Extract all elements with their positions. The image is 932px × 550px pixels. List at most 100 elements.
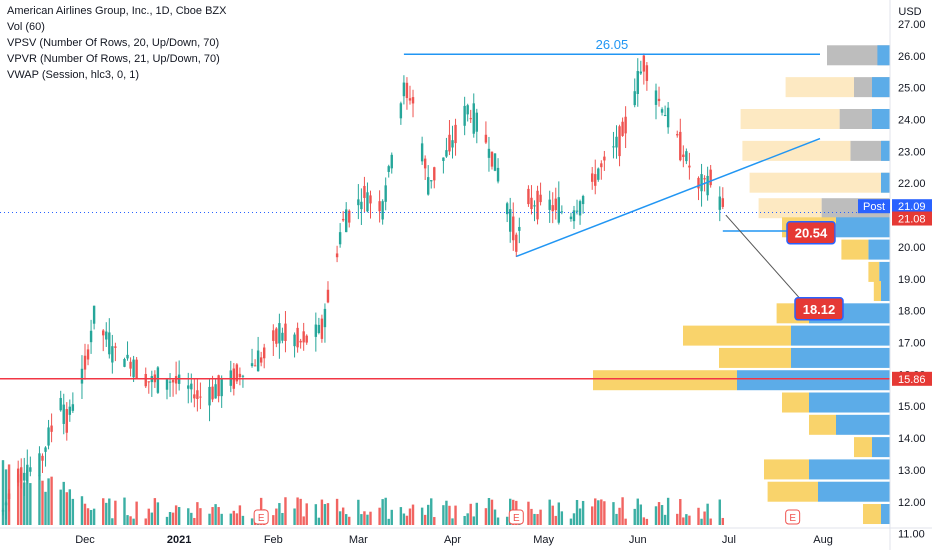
volume-bar-12 <box>50 476 53 525</box>
candle-body-18 <box>80 368 84 384</box>
projection-arrow <box>725 214 809 308</box>
y-tick-label-9: 18.00 <box>898 306 926 318</box>
price-badge-value-2: 15.86 <box>898 374 926 386</box>
candle-body-131 <box>557 197 561 223</box>
candle-body-33 <box>144 373 147 387</box>
volume-bar-82 <box>348 516 351 525</box>
volume-bar-107 <box>454 505 457 525</box>
volume-bar-69 <box>296 497 299 525</box>
volume-bar-18 <box>80 496 84 525</box>
candle-body-10 <box>44 447 47 452</box>
candle-body-85 <box>363 185 366 198</box>
candle-body-165 <box>703 178 706 180</box>
drawings: E E E 26.05 20.54 18.12 <box>0 37 890 525</box>
volume-bar-76 <box>323 504 327 525</box>
volume-bar-114 <box>487 498 491 525</box>
profile-up-2 <box>872 108 890 129</box>
volume-bar-0 <box>1 460 5 525</box>
candle-body-169 <box>721 198 725 207</box>
session-profile-up-3 <box>850 140 890 161</box>
volume-bar-17 <box>71 498 75 525</box>
x-tick-label-1: 2021 <box>167 534 191 546</box>
x-tick-label-5: May <box>533 534 554 546</box>
earnings-marker-2 <box>785 509 801 525</box>
candle-body-94 <box>402 82 406 97</box>
volume-bar-127 <box>539 509 542 525</box>
volume-bar-88 <box>378 507 381 525</box>
volume-bar-103 <box>442 505 445 525</box>
volume-bar-39 <box>168 512 172 525</box>
volume-bar-99 <box>423 514 427 525</box>
volume-bar-29 <box>126 515 129 525</box>
candle-body-37 <box>156 367 160 393</box>
volume-bar-21 <box>89 509 93 525</box>
volume-bar-110 <box>469 503 472 525</box>
candle-body-127 <box>539 194 542 203</box>
profile-up-13 <box>737 370 890 391</box>
candle-body-6 <box>26 464 29 482</box>
volume-bar-139 <box>594 498 597 525</box>
volume-bar-148 <box>633 508 636 525</box>
target-short-badge-box <box>786 220 836 245</box>
candle-body-99 <box>423 158 427 169</box>
candle-body-70 <box>299 340 302 343</box>
candle-body-106 <box>451 140 454 148</box>
y-tick-label-1: 26.00 <box>898 51 926 63</box>
candle-body-164 <box>700 174 703 192</box>
volume-bar-5 <box>23 482 26 525</box>
candle-body-123 <box>527 188 530 205</box>
volume-bar-68 <box>293 508 296 525</box>
candle-body-61 <box>259 357 263 363</box>
profile-up-8 <box>879 261 890 282</box>
volume-bar-129 <box>551 505 554 525</box>
profile-up-7 <box>868 239 890 260</box>
candle-body-152 <box>645 65 649 81</box>
volume-bar-85 <box>363 511 366 525</box>
volume-bar-98 <box>420 507 424 525</box>
candle-body-5 <box>23 472 26 481</box>
x-tick-label-4: Apr <box>444 534 461 546</box>
session-profile-up-0 <box>827 45 890 66</box>
volume-bar-167 <box>709 518 712 525</box>
volume-bar-57 <box>241 515 245 525</box>
volume-bar-147 <box>624 518 627 525</box>
volume-bar-24 <box>105 502 108 525</box>
candle-body-141 <box>600 163 603 168</box>
volume-bar-19 <box>83 503 87 525</box>
candle-body-67 <box>284 323 287 341</box>
candle-body-8 <box>38 453 41 477</box>
volume-bar-36 <box>153 498 157 525</box>
candle-body-166 <box>706 175 709 196</box>
volume-bar-92 <box>390 509 393 525</box>
candle-body-116 <box>493 153 497 171</box>
profile-up-11 <box>791 325 890 346</box>
candle-body-155 <box>660 109 664 113</box>
volume-bar-30 <box>129 516 132 525</box>
volume-bar-84 <box>360 514 363 525</box>
volume-bar-105 <box>448 505 451 525</box>
candle-body-96 <box>408 98 412 101</box>
profile-up-19 <box>881 504 890 525</box>
y-tick-label-7: 20.00 <box>898 242 926 254</box>
candle-body-138 <box>591 173 594 182</box>
volume-bar-11 <box>47 478 50 525</box>
volume-bar-15 <box>65 492 68 525</box>
y-tick-label-12: 15.00 <box>898 401 926 413</box>
y-tick-label-10: 17.00 <box>898 337 926 349</box>
candle-body-146 <box>621 121 624 136</box>
volume-bar-4 <box>20 472 23 525</box>
volume-bar-38 <box>165 516 169 525</box>
volume-bar-33 <box>144 518 147 525</box>
earnings-marker-0 <box>253 509 269 525</box>
volume-bar-141 <box>600 499 603 525</box>
candle-body-51 <box>217 375 220 397</box>
candle-body-3 <box>16 468 20 483</box>
candle-body-27 <box>114 346 117 348</box>
volume-bar-89 <box>381 499 384 525</box>
volume-bar-70 <box>299 498 302 525</box>
profile-down-17 <box>764 459 809 480</box>
volume-bar-8 <box>38 475 41 525</box>
earnings-marker-label-0: E <box>258 513 265 524</box>
volume-bar-6 <box>26 469 29 525</box>
